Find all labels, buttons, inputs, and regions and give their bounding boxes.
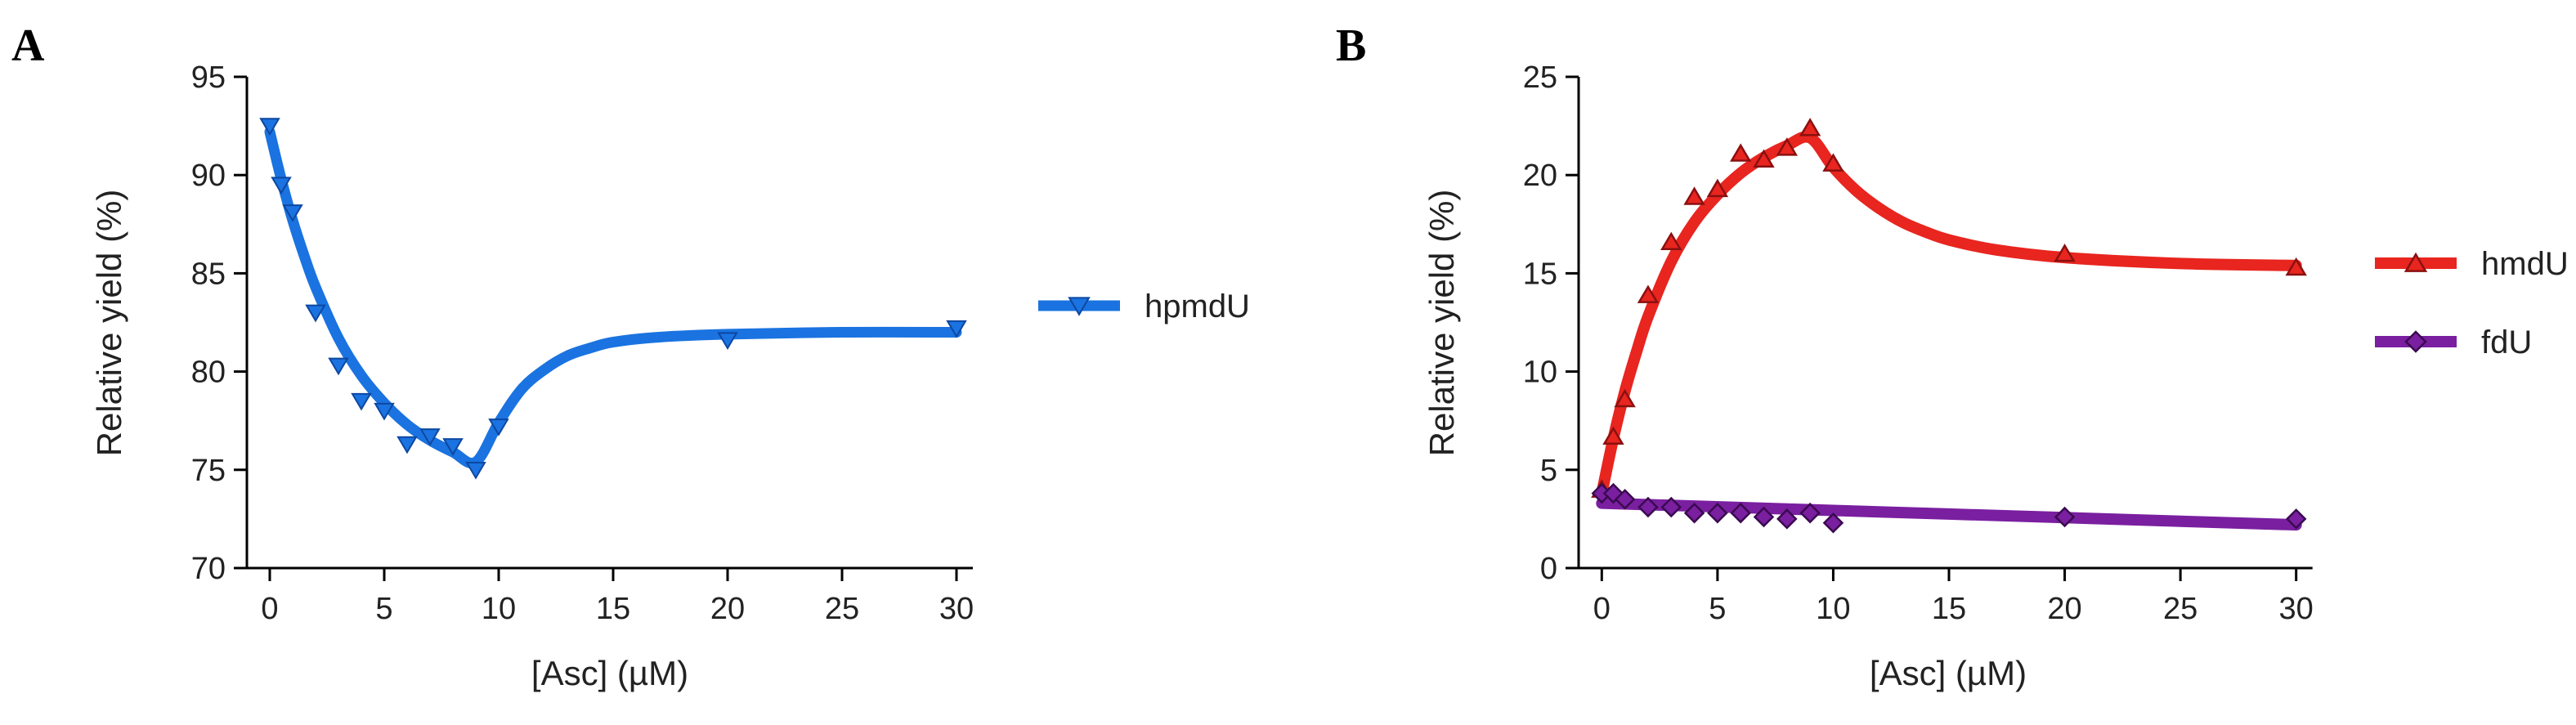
panel-a-y-tick-label: 90 (191, 159, 226, 193)
panel-b-y-tick-label: 20 (1523, 159, 1557, 193)
panel-b-y-tick-label: 15 (1523, 257, 1557, 291)
panel-b-series-hmdU-legend-marker (2404, 252, 2428, 272)
panel-b-series-fdU-fit-line (1596, 497, 2302, 531)
panel-b-series-fdU-point (2285, 508, 2307, 530)
panel-b-series-hmdU-point (2054, 243, 2076, 262)
panel-b-x-tick-label: 0 (1593, 592, 1611, 626)
panel-a-series-hpmdU-point (488, 418, 509, 436)
panel-a-x-tick-label: 30 (939, 592, 974, 626)
panel-a-series-hpmdU-fit-line (264, 126, 962, 469)
panel-b-series-fdU-point (1707, 502, 1728, 524)
panel-b-series-fdU-point (2054, 506, 2076, 528)
panel-b: B 0 5 10 15 20 25 0 5 10 15 20 25 30 [Asc] (µM) Rela… (1336, 20, 2569, 692)
panel-b-y-axis-title: Relative yield (%) (1422, 190, 1461, 457)
panel-a-series-hpmdU-point (374, 402, 395, 421)
panel-a-series-hpmdU-point (351, 392, 372, 411)
panel-b-series-hmdU-point (1799, 118, 1821, 136)
panel-a-series-hpmdU-legend-marker (1068, 297, 1091, 316)
panel-b-x-axis-title: [Asc] (µM) (1870, 654, 2027, 692)
panel-b-series-fdU-point (1776, 508, 1798, 530)
panel-b-series-hmdU-point (1614, 388, 1636, 408)
panel-b-series-fdU-point (1637, 496, 1659, 518)
panel-b-series-hmdU-point (1660, 231, 1682, 250)
panel-b-y-tick-label: 5 (1540, 454, 1557, 488)
panel-b-y-tick-label: 10 (1523, 356, 1557, 390)
panel-b-x-tick-label: 30 (2279, 592, 2314, 626)
panel-a-legend: hpmdU (1038, 289, 1250, 324)
panel-b-x-tick-label: 15 (1932, 592, 1966, 626)
panel-b-series-hmdU-legend-label: hmdU (2481, 246, 2569, 282)
panel-a-y-tick-label: 95 (191, 60, 226, 95)
panel-a-series-hpmdU-point (282, 204, 303, 222)
panel-a-series-hpmdU-point (396, 436, 418, 454)
panel-a-series-hpmdU-point (442, 438, 464, 456)
panel-b-series-hmdU-point (2285, 257, 2307, 276)
panel-b-series-hmdU-point (1683, 186, 1705, 205)
panel-a-x-tick-label: 5 (375, 592, 392, 626)
panel-b-series-hmdU-fit-line (1596, 131, 2302, 499)
panel-a-x-tick-label: 10 (482, 592, 516, 626)
panel-a-series-hpmdU-point (946, 320, 967, 338)
panel-a-series-hpmdU-point (305, 304, 326, 323)
panel-a-plot: 70 75 80 85 90 95 0 5 10 15 20 25 30 (191, 60, 974, 626)
panel-a-y-tick-label: 70 (191, 552, 226, 586)
panel-a-x-tick-label: 25 (825, 592, 859, 626)
panel-a-y-tick-label: 80 (191, 356, 226, 390)
panel-a-series-hpmdU-point (717, 332, 738, 351)
panel-b-series-hmdU-point (1730, 143, 1752, 162)
panel-a-x-tick-label: 0 (261, 592, 278, 626)
panel-b-series-fdU-point (1799, 502, 1821, 524)
panel-b-plot: 0 5 10 15 20 25 0 5 10 15 20 25 30 (1523, 60, 2314, 626)
panel-b-y-tick-label: 0 (1540, 552, 1557, 586)
panel-b-label: B (1336, 20, 1366, 71)
panel-b-x-tick-label: 10 (1816, 592, 1850, 626)
panel-b-y-tick-label: 25 (1523, 60, 1557, 95)
panel-a-y-axis-title: Relative yield (%) (90, 190, 128, 457)
panel-b-series-hmdU-point (1776, 137, 1798, 156)
panel-b-x-tick-label: 25 (2163, 592, 2197, 626)
panel-b-series-fdU-point (1614, 489, 1636, 510)
panel-b-series-fdU-point (1822, 512, 1844, 534)
panel-a-series-hpmdU-point (419, 428, 441, 446)
panel-a-label: A (11, 20, 45, 71)
panel-b-x-tick-label: 20 (2047, 592, 2081, 626)
panel-a-series-hpmdU-point (328, 357, 349, 376)
panel-b-series-fdU-legend-label: fdU (2481, 324, 2532, 360)
panel-a-series-hpmdU-legend-label: hpmdU (1145, 289, 1250, 324)
panel-b-series-hmdU-point (1602, 426, 1624, 445)
panel-a-series-hpmdU-point (271, 177, 292, 195)
panel-b-series-hmdU-point (1822, 153, 1844, 172)
panel-b-series-fdU-point (1683, 502, 1705, 524)
panel-b-series-fdU-point (1753, 506, 1775, 528)
panel-a: A 70 75 80 85 90 95 0 5 10 15 20 25 30 [Asc] (µM) Re… (11, 20, 1250, 692)
panel-b-series-fdU-point (1660, 496, 1682, 518)
panel-a-x-axis-title: [Asc] (µM) (531, 654, 688, 692)
panel-a-series-hpmdU-point (465, 462, 486, 480)
panel-a-x-tick-label: 20 (710, 592, 745, 626)
panel-b-series-fdU-legend-marker (2404, 330, 2427, 353)
panel-b-series-hmdU-point (1753, 149, 1775, 168)
panel-a-y-tick-label: 85 (191, 257, 226, 291)
panel-b-series-hmdU-point (1637, 284, 1660, 303)
panel-b-series-hmdU-point (1706, 178, 1729, 198)
panel-b-x-tick-label: 5 (1709, 592, 1726, 626)
panel-a-series-hpmdU-point (259, 118, 280, 136)
panel-b-legend: hmdU fdU (2375, 246, 2569, 360)
panel-a-y-tick-label: 75 (191, 454, 226, 488)
panel-b-series-fdU-point (1730, 502, 1751, 524)
panel-a-x-tick-label: 15 (596, 592, 630, 626)
